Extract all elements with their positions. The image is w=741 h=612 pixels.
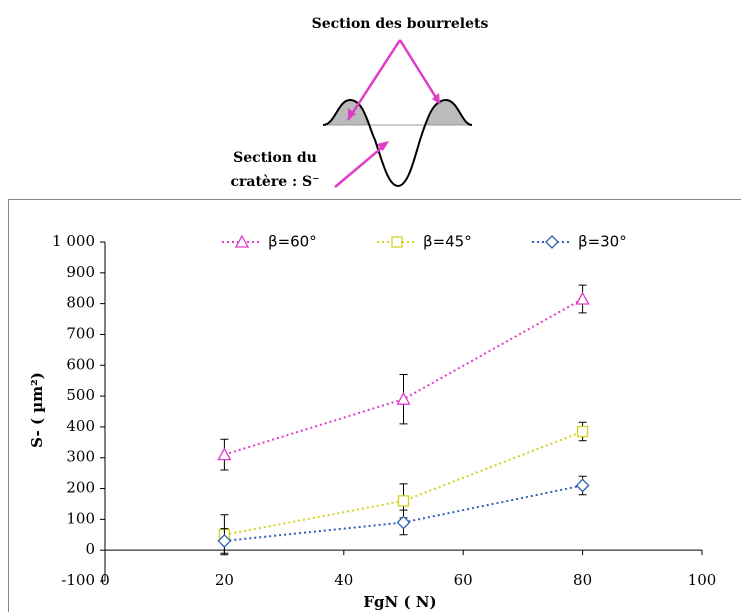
y-axis-label: S- ( µm²) <box>28 372 46 448</box>
bump <box>423 100 472 125</box>
point <box>396 391 411 405</box>
arrowhead <box>377 141 389 151</box>
x-axis-label: FgN ( N) <box>363 593 436 611</box>
profile <box>322 98 473 188</box>
point <box>575 291 590 305</box>
point <box>576 425 589 438</box>
point <box>217 534 232 548</box>
y-tick-label: 1 000 <box>52 232 95 250</box>
legend-marker <box>391 236 403 248</box>
x-tick-label: 20 <box>215 571 234 589</box>
diagram-label: cratère : S⁻ <box>230 174 319 190</box>
point <box>396 515 411 530</box>
arrow <box>346 39 442 121</box>
point <box>397 495 410 507</box>
y-tick-label: -100 <box>61 571 95 589</box>
y-tick-label: 500 <box>66 386 95 404</box>
legend-label: β=30° <box>578 233 627 251</box>
y-tick-label: 800 <box>66 294 95 312</box>
y-tick-label: 0 <box>85 540 95 558</box>
y-tick-label: 700 <box>66 324 95 342</box>
diagram-label: Section des bourrelets <box>312 16 489 32</box>
legend-marker <box>234 234 250 248</box>
x-tick-label: 60 <box>454 571 473 589</box>
legend-marker <box>545 235 559 249</box>
y-tick-label: 200 <box>66 479 95 497</box>
point <box>575 478 590 493</box>
y-tick-label: 100 <box>66 509 95 527</box>
legend-label: β=60° <box>268 233 317 251</box>
y-tick-label: 400 <box>66 417 95 435</box>
diagram-label: Section du <box>233 150 317 166</box>
arrow <box>334 144 386 188</box>
chart-frame <box>8 199 741 612</box>
x-tick-label: 40 <box>334 571 353 589</box>
legend-label: β=45° <box>423 233 472 251</box>
y-tick-label: 600 <box>66 355 95 373</box>
diagram: Section des bourrelets Section du cratèr… <box>230 16 488 190</box>
point <box>217 447 232 461</box>
x-tick-label: 80 <box>573 571 592 589</box>
y-tick-label: 900 <box>66 263 95 281</box>
bump <box>323 100 372 125</box>
x-tick-label: 100 <box>688 571 717 589</box>
x-tick-label: 0 <box>100 571 110 589</box>
series-line <box>224 430 583 536</box>
y-tick-label: 300 <box>66 448 95 466</box>
